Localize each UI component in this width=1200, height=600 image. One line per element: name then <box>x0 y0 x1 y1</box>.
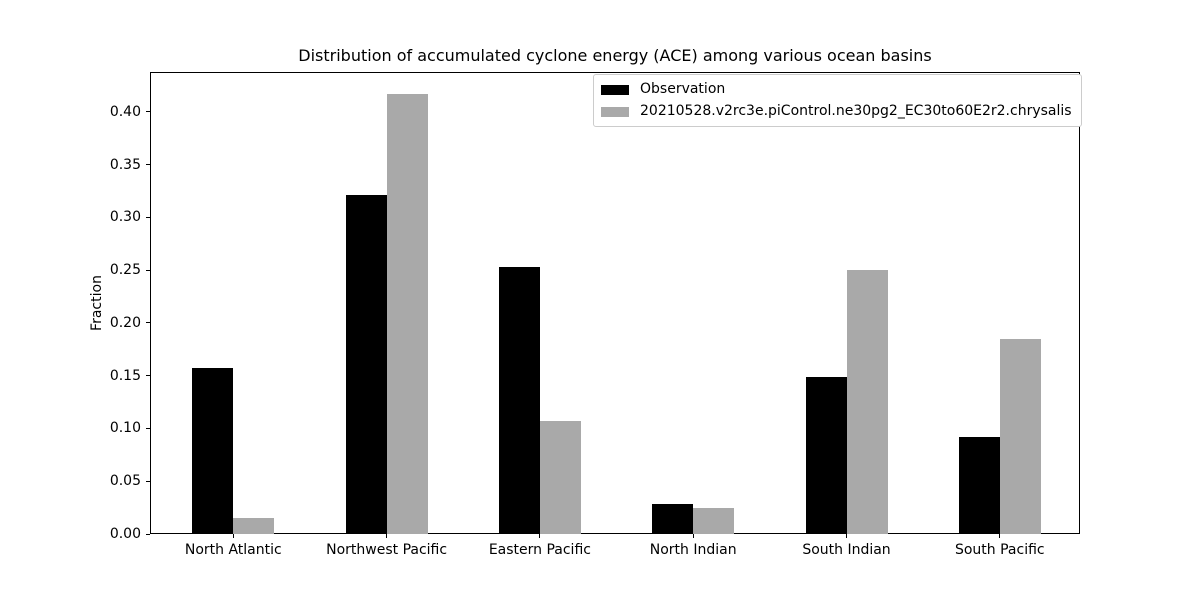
bar-series1-4 <box>846 270 888 534</box>
y-tick-mark <box>146 375 150 377</box>
legend-swatch-icon <box>601 84 629 95</box>
y-tick-mark <box>146 111 150 113</box>
legend-label: Observation <box>640 81 726 97</box>
x-tick-mark <box>846 534 847 538</box>
y-tick-label: 0.20 <box>109 314 141 331</box>
bar-series1-0 <box>233 518 275 534</box>
y-tick-label: 0.30 <box>109 209 141 226</box>
y-tick-label: 0.00 <box>109 526 141 542</box>
y-tick-mark <box>146 269 150 271</box>
x-tick-mark <box>692 534 694 538</box>
bar-series0-3 <box>652 504 694 534</box>
y-tick-label: 0.35 <box>109 156 141 173</box>
bar-series1-1 <box>386 93 428 534</box>
bar-series1-5 <box>999 338 1041 534</box>
y-tick-label: 0.05 <box>109 473 141 490</box>
x-tick-label: Eastern Pacific <box>488 542 591 558</box>
y-tick-mark <box>146 164 150 166</box>
x-tick-mark <box>999 534 1001 538</box>
bar-series0-5 <box>958 436 1000 534</box>
x-tick-label: South Indian <box>802 542 891 558</box>
y-tick-mark <box>146 480 150 482</box>
legend-swatch-icon <box>601 106 629 117</box>
legend-row-0: Observation <box>601 80 1072 99</box>
y-tick-label: 0.25 <box>109 262 141 279</box>
bar-series0-4 <box>805 376 847 534</box>
bar-series1-3 <box>693 507 735 534</box>
y-tick-mark <box>146 427 150 429</box>
legend: Observation 20210528.v2rc3e.piControl.ne3… <box>593 74 1082 127</box>
chart-title: Distribution of accumulated cyclone ener… <box>298 46 932 65</box>
plot-area <box>150 72 1080 534</box>
y-tick-label: 0.40 <box>109 103 141 120</box>
x-tick-label: Northwest Pacific <box>326 542 448 558</box>
y-tick-label: 0.15 <box>109 367 141 384</box>
x-tick-label: North Atlantic <box>184 542 282 558</box>
y-tick-mark <box>146 533 150 535</box>
bar-series1-2 <box>539 421 581 534</box>
y-tick-mark <box>146 216 150 218</box>
legend-label: 20210528.v2rc3e.piControl.ne30pg2_EC30to… <box>640 103 1072 119</box>
bar-series0-0 <box>192 368 234 534</box>
x-tick-label: South Pacific <box>954 542 1045 558</box>
x-tick-label: North Indian <box>649 542 737 558</box>
x-tick-mark <box>386 534 388 538</box>
x-tick-mark <box>539 534 541 538</box>
x-tick-mark <box>232 534 234 538</box>
bar-series0-2 <box>498 266 540 534</box>
bar-series0-1 <box>345 195 387 534</box>
y-tick-mark <box>146 322 150 324</box>
legend-row-1: 20210528.v2rc3e.piControl.ne30pg2_EC30to… <box>601 102 1072 121</box>
y-tick-label: 0.10 <box>109 420 141 437</box>
